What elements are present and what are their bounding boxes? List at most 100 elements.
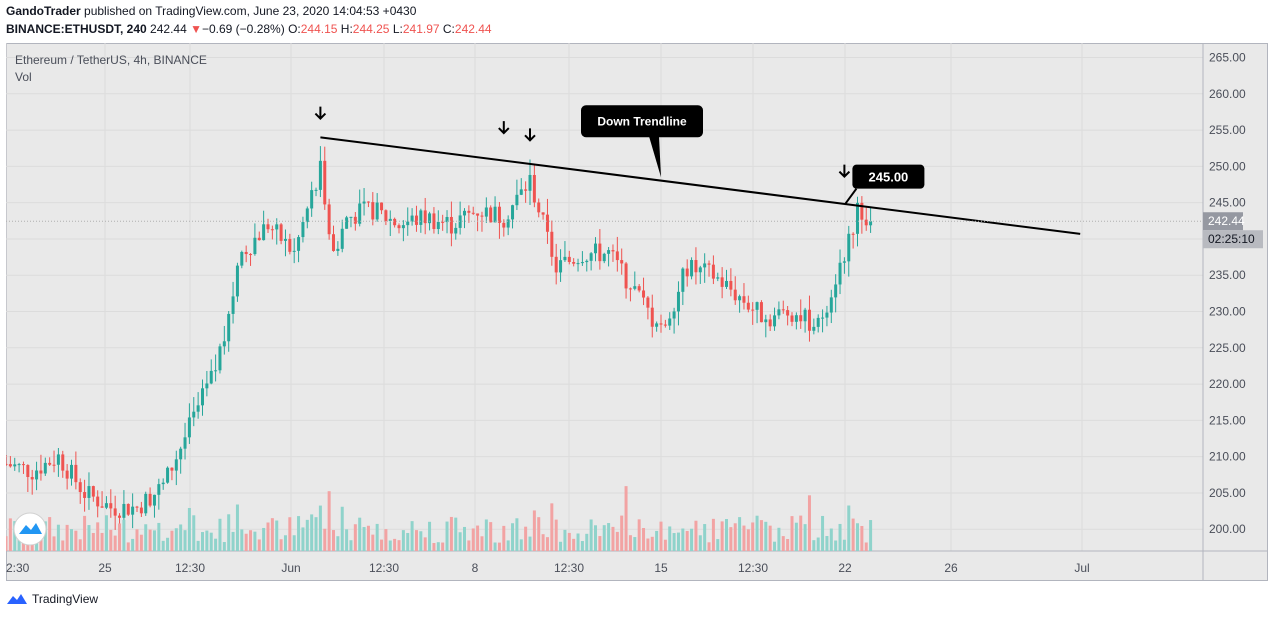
candle-down[interactable] — [39, 470, 43, 474]
candle-up[interactable] — [445, 216, 449, 223]
candle-up[interactable] — [856, 202, 859, 234]
candle-up[interactable] — [235, 265, 239, 297]
candle-down[interactable] — [545, 214, 549, 232]
candle-up[interactable] — [698, 267, 702, 273]
candle-up[interactable] — [633, 286, 637, 289]
candle-down[interactable] — [624, 263, 628, 289]
candle-up[interactable] — [310, 190, 314, 209]
candle-down[interactable] — [742, 296, 746, 303]
candle-down[interactable] — [323, 160, 327, 205]
candle-up[interactable] — [297, 237, 301, 251]
candle-up[interactable] — [218, 346, 222, 371]
candle-up[interactable] — [428, 213, 432, 224]
candle-down[interactable] — [96, 496, 100, 507]
candle-down[interactable] — [567, 256, 571, 263]
candle-down[interactable] — [807, 309, 811, 331]
candle-down[interactable] — [135, 506, 139, 508]
candle-down[interactable] — [414, 215, 418, 225]
candle-up[interactable] — [152, 494, 156, 506]
candle-down[interactable] — [126, 503, 130, 515]
candle-down[interactable] — [393, 218, 397, 226]
candle-up[interactable] — [681, 268, 685, 292]
candle-down[interactable] — [353, 216, 357, 224]
candle-up[interactable] — [187, 417, 191, 438]
candle-up[interactable] — [227, 313, 231, 342]
candle-up[interactable] — [209, 370, 213, 384]
candle-up[interactable] — [676, 291, 680, 312]
candle-down[interactable] — [397, 225, 401, 229]
candle-down[interactable] — [541, 212, 545, 215]
candle-up[interactable] — [594, 243, 597, 254]
candle-up[interactable] — [585, 260, 589, 263]
candle-up[interactable] — [345, 217, 349, 229]
candle-up[interactable] — [43, 462, 47, 474]
candle-up[interactable] — [484, 207, 488, 217]
candle-down[interactable] — [489, 207, 493, 223]
candle-up[interactable] — [406, 221, 410, 226]
candle-down[interactable] — [61, 454, 65, 471]
candle-up[interactable] — [519, 189, 523, 195]
candle-up[interactable] — [179, 448, 183, 460]
candle-up[interactable] — [56, 454, 60, 465]
candle-down[interactable] — [91, 486, 95, 497]
candle-up[interactable] — [580, 262, 584, 264]
candle-down[interactable] — [729, 280, 733, 290]
candle-up[interactable] — [17, 464, 21, 466]
candle-down[interactable] — [327, 204, 331, 235]
candle-up[interactable] — [358, 203, 362, 224]
candle-down[interactable] — [366, 201, 370, 203]
candle-down[interactable] — [113, 508, 117, 516]
trendline-callout-box[interactable] — [581, 105, 703, 138]
candle-up[interactable] — [528, 174, 532, 191]
candle-up[interactable] — [70, 464, 73, 479]
candle-down[interactable] — [148, 493, 152, 506]
candle-down[interactable] — [65, 470, 69, 479]
candle-up[interactable] — [511, 205, 515, 220]
candle-down[interactable] — [380, 202, 384, 211]
candle-up[interactable] — [607, 250, 611, 254]
candle-up[interactable] — [716, 277, 720, 279]
candle-up[interactable] — [842, 261, 846, 263]
candle-up[interactable] — [122, 503, 126, 518]
candle-up[interactable] — [283, 238, 287, 241]
candle-down[interactable] — [74, 464, 78, 483]
candle-up[interactable] — [362, 201, 366, 204]
candle-up[interactable] — [222, 341, 226, 347]
candle-up[interactable] — [563, 256, 567, 261]
candle-down[interactable] — [30, 477, 34, 480]
candle-up[interactable] — [725, 280, 728, 287]
candle-up[interactable] — [829, 297, 833, 313]
candle-up[interactable] — [401, 225, 405, 229]
price-callout-box[interactable] — [852, 164, 925, 189]
candle-up[interactable] — [161, 482, 165, 485]
candle-down[interactable] — [598, 243, 602, 262]
candle-up[interactable] — [463, 210, 466, 216]
candle-up[interactable] — [87, 486, 91, 498]
candle-up[interactable] — [773, 315, 777, 327]
candle-down[interactable] — [467, 210, 471, 213]
candle-down[interactable] — [786, 310, 790, 316]
candle-down[interactable] — [659, 323, 663, 325]
candle-down[interactable] — [83, 492, 87, 498]
candle-up[interactable] — [196, 405, 200, 412]
candle-down[interactable] — [611, 250, 615, 252]
candle-up[interactable] — [834, 284, 838, 298]
candle-up[interactable] — [838, 262, 842, 285]
candle-down[interactable] — [471, 212, 475, 214]
candle-up[interactable] — [166, 467, 170, 483]
candle-up[interactable] — [847, 233, 851, 262]
candle-down[interactable] — [628, 288, 632, 290]
candle-down[interactable] — [279, 224, 283, 241]
candle-up[interactable] — [825, 312, 829, 318]
candle-up[interactable] — [349, 216, 353, 218]
candle-down[interactable] — [759, 302, 763, 323]
candle-down[interactable] — [707, 263, 711, 265]
candle-up[interactable] — [410, 215, 414, 222]
candle-up[interactable] — [755, 302, 759, 310]
candle-up[interactable] — [214, 370, 218, 372]
candle-down[interactable] — [620, 260, 624, 264]
candle-up[interactable] — [668, 318, 672, 326]
candle-down[interactable] — [78, 482, 82, 493]
candle-down[interactable] — [733, 289, 737, 301]
candle-down[interactable] — [441, 221, 445, 223]
